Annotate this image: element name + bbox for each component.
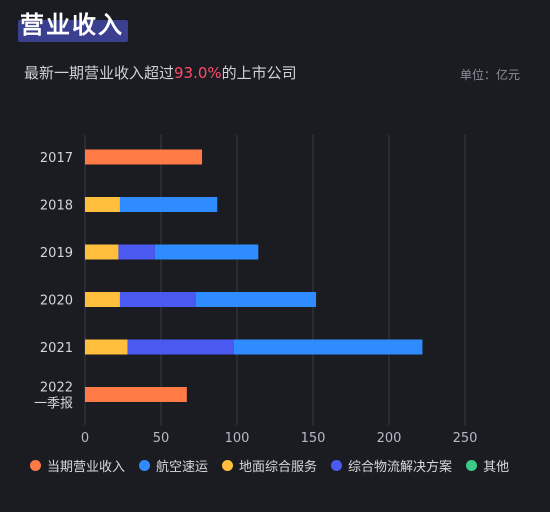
bar-segment <box>85 149 203 165</box>
legend-item: 当期营业收入 <box>30 456 126 475</box>
bar-segment <box>127 339 234 355</box>
unit-label: 单位：亿元 <box>459 68 520 82</box>
bar-segment <box>85 339 128 355</box>
legend-label: 当期营业收入 <box>47 459 126 475</box>
legend-swatch <box>139 459 151 471</box>
bar-segment <box>119 292 196 307</box>
title-highlight <box>18 20 128 42</box>
bar-segment <box>85 387 187 402</box>
chart-subtitle: 最新一期营业收入超过93.0%的上市公司 <box>24 62 297 83</box>
y-tick-label: 2022 一季报 <box>34 381 73 412</box>
bar-segment <box>154 244 259 260</box>
bar-chart: 0 50 100 150 200 250 2017 2018 2019 2020 2021 2022 一… <box>34 135 478 446</box>
title-block: 营业收入 <box>18 6 128 42</box>
y-tick-label: 2021 <box>40 341 73 356</box>
legend-label: 综合物流解决方案 <box>348 459 453 475</box>
legend-label: 地面综合服务 <box>239 459 318 475</box>
bar-segment <box>233 339 423 355</box>
legend-item: 其他 <box>466 456 510 475</box>
legend-swatch <box>331 459 343 471</box>
legend: 当期营业收入 航空速运 地面综合服务 综合物流解决方案 其他 <box>30 456 540 475</box>
y-tick-label: 2018 <box>40 199 73 214</box>
chart-title: 营业收入 <box>20 10 124 39</box>
legend-item: 航空速运 <box>139 456 209 475</box>
legend-swatch <box>222 459 234 471</box>
subtitle-suffix: 的上市公司 <box>221 64 297 82</box>
bar-segment <box>85 197 120 212</box>
y-tick-label-line: 2022 <box>40 381 73 396</box>
x-tick-label: 250 <box>453 431 478 446</box>
bar-segment <box>85 292 120 307</box>
legend-label: 航空速运 <box>156 459 209 475</box>
x-tick-label: 100 <box>225 431 250 446</box>
bar-segment <box>195 292 317 307</box>
bar-segment <box>118 244 155 260</box>
x-tick-label: 50 <box>153 431 170 446</box>
x-tick-label: 0 <box>81 431 89 446</box>
legend-label: 其他 <box>483 459 510 475</box>
legend-swatch <box>30 459 41 471</box>
legend-swatch <box>466 459 478 471</box>
y-tick-label: 2017 <box>40 151 73 166</box>
subtitle-prefix: 最新一期营业收入超过 <box>24 64 175 82</box>
x-tick-label: 200 <box>377 431 402 446</box>
y-tick-label: 2020 <box>40 294 73 309</box>
x-tick-label: 150 <box>301 431 326 446</box>
legend-item: 综合物流解决方案 <box>331 456 453 475</box>
y-tick-label-line: 一季报 <box>34 397 73 412</box>
bar-segment <box>119 197 218 212</box>
y-tick-label: 2019 <box>40 246 73 261</box>
legend-item: 地面综合服务 <box>222 456 318 475</box>
bar-segment <box>85 244 119 260</box>
subtitle-highlight: 93.0% <box>174 64 222 82</box>
